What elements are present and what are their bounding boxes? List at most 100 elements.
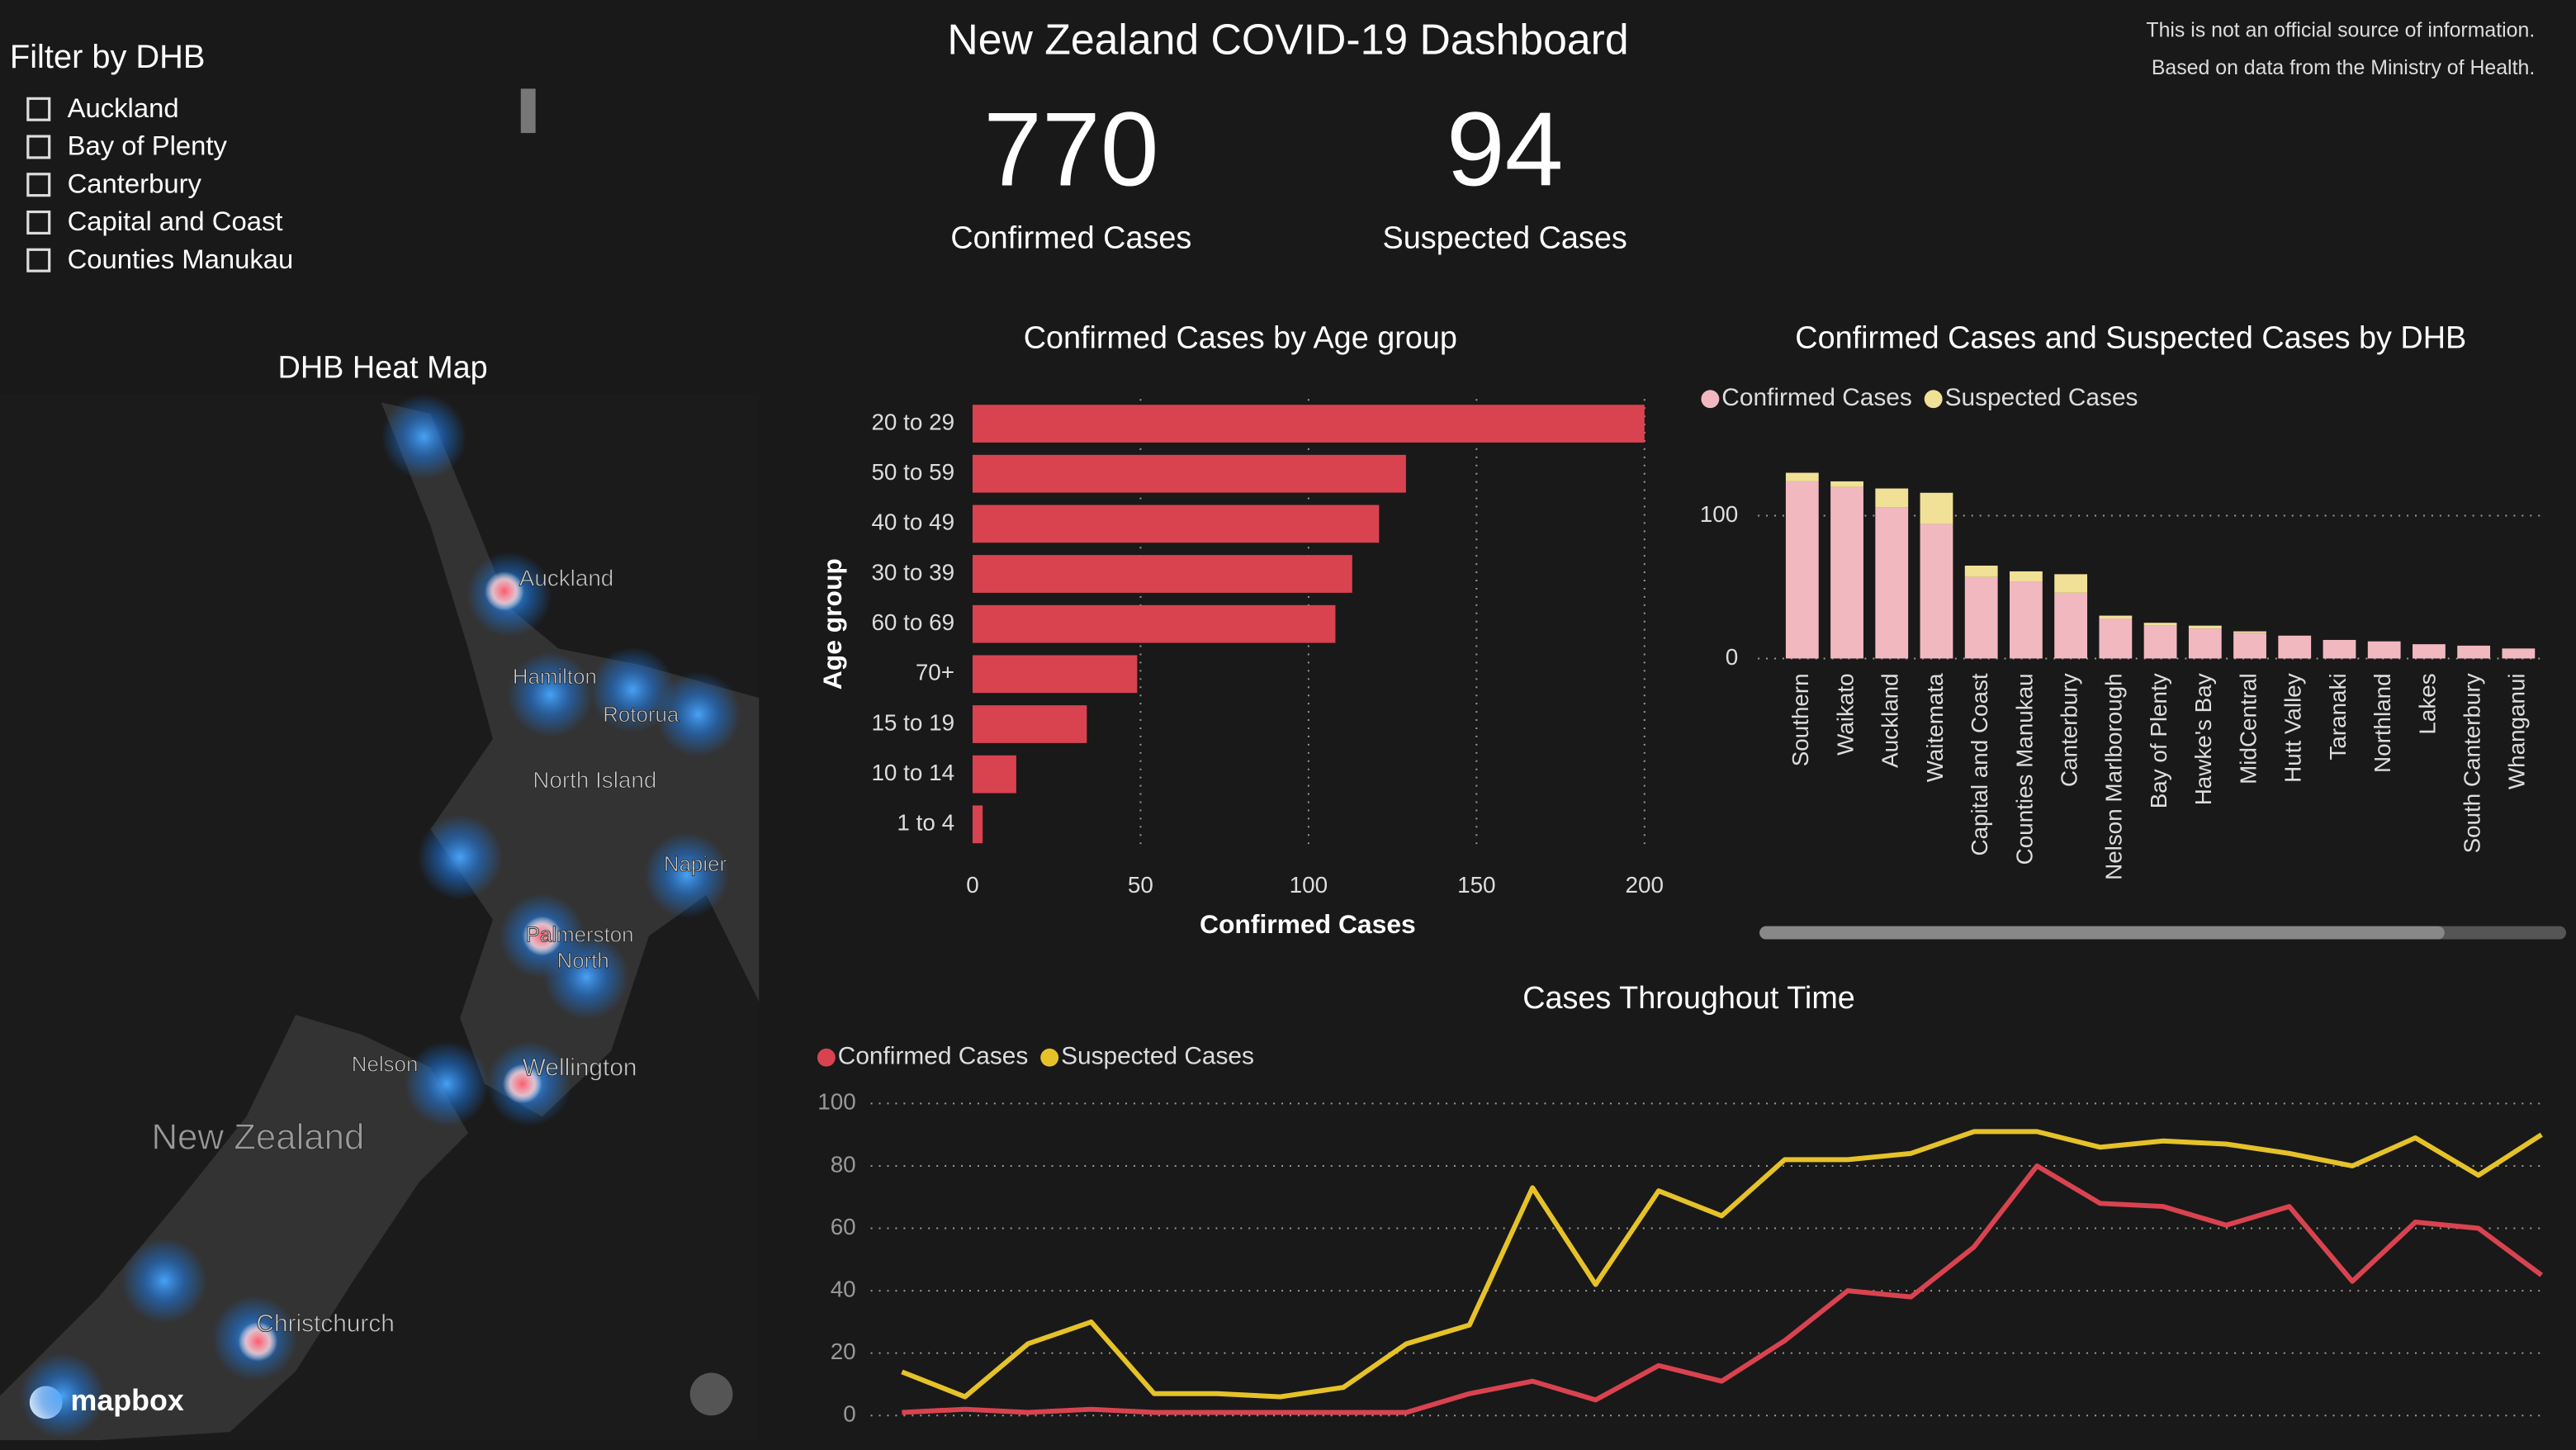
x-tick-label: 200 — [1626, 872, 1664, 898]
legend-label: Confirmed Cases — [1721, 384, 1912, 411]
filter-option[interactable]: Auckland — [68, 92, 179, 123]
map-label: Auckland — [519, 565, 614, 590]
south-island — [0, 1015, 469, 1441]
heat-glow — [19, 1353, 106, 1439]
filter-option[interactable]: Bay of Plenty — [68, 130, 228, 161]
x-tick-label: Waitemata — [1922, 673, 1948, 782]
bar-segment — [2010, 581, 2043, 659]
bar-segment — [1785, 481, 1819, 659]
y-tick-label: 50 to 59 — [871, 459, 954, 485]
heat-hotspot — [238, 1321, 278, 1362]
legend-swatch — [1701, 390, 1720, 409]
map-label: Wellington — [523, 1054, 637, 1082]
dashboard-title: New Zealand COVID-19 Dashboard — [947, 15, 1628, 63]
y-tick-label: 30 to 39 — [871, 559, 954, 585]
heat-glow — [417, 814, 503, 900]
legend-swatch — [1924, 390, 1943, 409]
y-tick-label: 0 — [843, 1401, 855, 1427]
disclaimer: This is not an official source of inform… — [2146, 18, 2535, 41]
bar-segment — [1830, 486, 1863, 659]
bar — [972, 505, 1380, 543]
bar-segment — [1920, 492, 1953, 524]
bar — [972, 705, 1087, 743]
bar-segment — [2413, 644, 2446, 659]
bar-segment — [2323, 639, 2356, 659]
x-tick-label: 0 — [966, 872, 978, 898]
y-axis-label: Age group — [817, 558, 847, 689]
bar — [972, 805, 983, 844]
checkbox[interactable] — [26, 173, 51, 197]
bar — [972, 555, 1352, 593]
kpi-label: Suspected Cases — [1383, 220, 1627, 255]
y-tick-label: 70+ — [916, 660, 954, 685]
checkbox[interactable] — [26, 135, 51, 159]
bar-segment — [1964, 565, 1998, 577]
y-tick-label: 80 — [831, 1151, 856, 1177]
x-tick-label: Lakes — [2414, 673, 2440, 734]
filter-title: Filter by DHB — [10, 39, 205, 75]
x-tick-label: Hawke's Bay — [2190, 673, 2216, 805]
heat-glow — [404, 1040, 490, 1127]
filter-list: Auckland Bay of Plenty Canterbury Capital a… — [26, 92, 294, 274]
map: DHB Heat Map Auckland Hamilton Rotorua Nort… — [0, 350, 760, 1441]
bar-segment — [1830, 481, 1863, 487]
filter-option[interactable]: Counties Manukau — [68, 244, 294, 274]
scrollbar-thumb[interactable] — [1759, 926, 2445, 940]
x-tick-label: Capital and Coast — [1967, 673, 1992, 855]
bar-segment — [1964, 576, 1998, 659]
bar-segment — [2054, 592, 2088, 659]
y-tick-label: 20 — [831, 1339, 856, 1364]
bar — [972, 655, 1138, 694]
bar-segment — [1920, 524, 1953, 659]
scrollbar[interactable] — [520, 88, 536, 134]
filter-option[interactable]: Canterbury — [68, 168, 202, 198]
y-tick-label: 15 to 19 — [871, 709, 954, 735]
bar-segment — [2188, 625, 2222, 629]
x-tick-label: Taranaki — [2325, 673, 2351, 760]
y-tick-label: 60 — [831, 1214, 856, 1239]
map-label: Palmerston — [526, 923, 634, 946]
x-tick-label: Whanganui — [2504, 673, 2530, 789]
y-tick-label: 100 — [1700, 501, 1738, 527]
line-series — [902, 1163, 2543, 1415]
heat-glow — [121, 1238, 207, 1324]
checkbox[interactable] — [26, 248, 51, 272]
heat-glow — [543, 934, 630, 1020]
x-tick-label: Nelson Marlborough — [2101, 673, 2127, 880]
x-tick-label: South Canterbury — [2459, 673, 2484, 853]
x-tick-label: Bay of Plenty — [2146, 673, 2171, 808]
heat-glow — [644, 832, 730, 918]
info-button[interactable] — [689, 1372, 733, 1416]
legend-swatch — [1040, 1048, 1059, 1067]
bar-segment — [2143, 623, 2177, 626]
bar-segment — [2233, 633, 2266, 659]
checkbox[interactable] — [26, 97, 51, 121]
checkbox[interactable] — [26, 210, 51, 235]
filter-option[interactable]: Capital and Coast — [68, 206, 283, 236]
map-label: Nelson — [352, 1053, 419, 1076]
legend-label: Suspected Cases — [1945, 384, 2138, 411]
bar-segment — [2278, 635, 2312, 659]
legend-label: Suspected Cases — [1061, 1043, 1254, 1070]
bar — [972, 604, 1336, 643]
legend-label: Confirmed Cases — [838, 1043, 1029, 1070]
y-tick-label: 100 — [817, 1089, 855, 1115]
x-tick-label: 50 — [1128, 872, 1153, 898]
bar-segment — [1875, 507, 1909, 659]
x-tick-label: 100 — [1290, 872, 1328, 898]
bar-segment — [2233, 631, 2266, 633]
y-tick-label: 10 to 14 — [871, 760, 954, 785]
map-attribution: mapbox — [71, 1384, 184, 1417]
heat-glow — [381, 394, 467, 480]
chart-title: Confirmed Cases by Age group — [1024, 321, 1457, 356]
bar-segment — [2457, 645, 2491, 659]
y-tick-label: 40 to 49 — [871, 509, 954, 535]
heat-glow — [507, 652, 594, 737]
kpi-value: 770 — [983, 91, 1158, 208]
chart-title: Confirmed Cases and Suspected Cases by D… — [1795, 321, 2466, 356]
kpi-label: Confirmed Cases — [950, 220, 1191, 255]
line-series — [901, 1129, 2543, 1400]
x-tick-label: Auckland — [1878, 673, 1903, 767]
bar-segment — [2099, 618, 2133, 659]
